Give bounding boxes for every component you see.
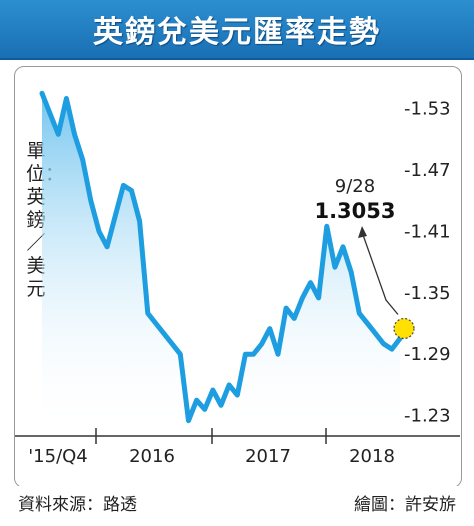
area-fill <box>42 93 400 437</box>
credit-note: 繪圖：許安旂 <box>354 495 456 515</box>
x-tick-label-0: '15/Q4 <box>28 446 88 467</box>
annotation-layer: 9/281.3053 <box>314 176 415 340</box>
y-tick-label-4: -1.29 <box>404 344 451 365</box>
x-tick-label-1: 2016 <box>129 446 175 467</box>
last-point-marker <box>393 317 415 340</box>
annotation-value: 1.3053 <box>314 199 395 223</box>
y-tick-label-5: -1.23 <box>404 406 451 427</box>
source-note: 資料來源：路透 <box>18 495 137 515</box>
y-tick-label-1: -1.47 <box>404 160 451 181</box>
exchange-rate-chart: '15/Q4 2016 2017 2018 -1.53 -1.47 -1.41 -1.35 -1… <box>15 90 460 467</box>
y-tick-label-0: -1.53 <box>404 99 451 120</box>
annotation-date: 9/28 <box>335 176 375 197</box>
y-tick-label-2: -1.41 <box>404 221 451 242</box>
footer: 資料來源：路透 繪圖：許安旂 <box>0 486 474 526</box>
annotation-arrowhead <box>358 226 367 238</box>
series-line <box>39 90 403 424</box>
chart-title: 英鎊兌美元匯率走勢 <box>93 15 381 50</box>
x-tick-label-3: 2018 <box>349 446 395 467</box>
y-tick-label-3: -1.35 <box>404 283 451 304</box>
annotation-leader <box>361 231 399 315</box>
chart-title-bar: 英鎊兌美元匯率走勢 <box>0 0 474 60</box>
x-tick-label-2: 2017 <box>245 446 291 467</box>
